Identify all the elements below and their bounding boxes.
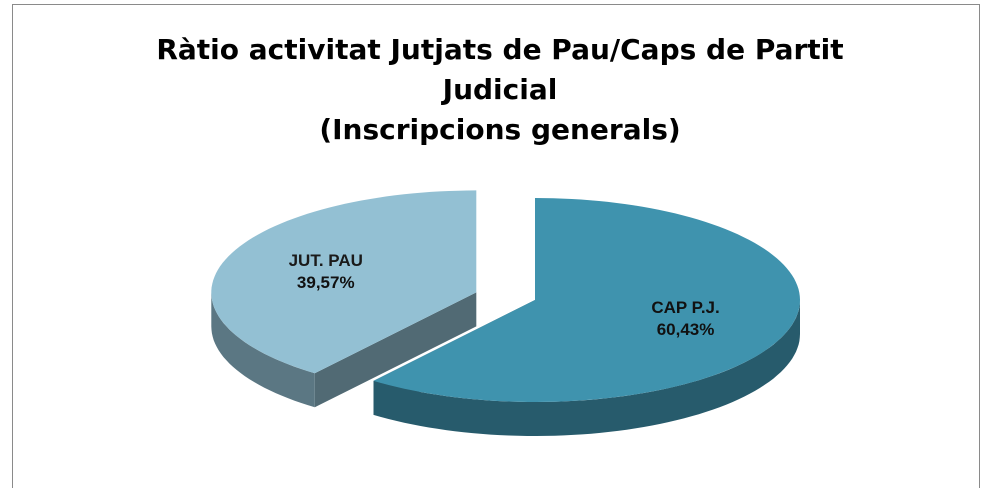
slice-label: JUT. PAU <box>289 251 363 270</box>
slice-label: CAP P.J. <box>651 298 719 317</box>
slice-value-label: 60,43% <box>657 320 715 339</box>
slice-wall <box>211 292 315 408</box>
slice-side <box>314 292 477 408</box>
slice <box>211 190 477 374</box>
chart-frame <box>12 4 980 488</box>
slice <box>373 198 800 402</box>
slice-wall <box>373 300 800 436</box>
chart-title-block: Ràtio activitat Jutjats de Pau/Caps de P… <box>100 30 900 150</box>
chart-subtitle: (Inscripcions generals) <box>319 113 681 146</box>
chart-title: Ràtio activitat Jutjats de Pau/Caps de P… <box>156 33 844 106</box>
slice-value-label: 39,57% <box>297 273 355 292</box>
